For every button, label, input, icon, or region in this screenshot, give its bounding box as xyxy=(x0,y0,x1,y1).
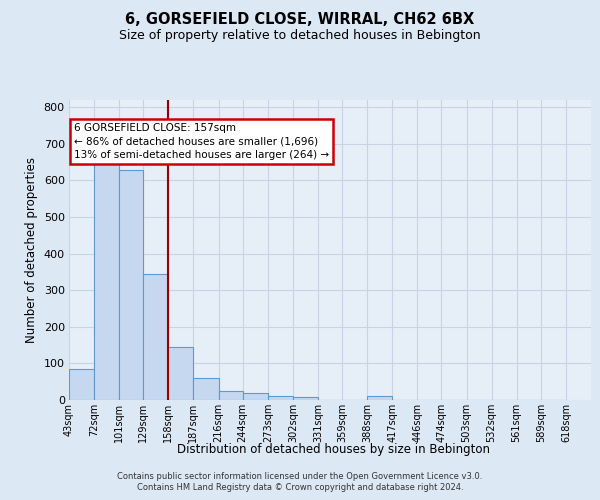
Bar xyxy=(143,274,169,400)
Text: Distribution of detached houses by size in Bebington: Distribution of detached houses by size … xyxy=(176,442,490,456)
Bar xyxy=(119,170,143,400)
Bar xyxy=(169,347,193,400)
Bar xyxy=(268,396,293,400)
Bar xyxy=(69,369,94,400)
Bar xyxy=(218,391,243,400)
Text: Size of property relative to detached houses in Bebington: Size of property relative to detached ho… xyxy=(119,29,481,42)
Bar xyxy=(193,378,218,400)
Text: Contains public sector information licensed under the Open Government Licence v3: Contains public sector information licen… xyxy=(118,472,482,481)
Bar xyxy=(293,397,318,400)
Bar xyxy=(243,392,268,400)
Text: 6 GORSEFIELD CLOSE: 157sqm
← 86% of detached houses are smaller (1,696)
13% of s: 6 GORSEFIELD CLOSE: 157sqm ← 86% of deta… xyxy=(74,124,329,160)
Bar xyxy=(367,396,392,400)
Text: 6, GORSEFIELD CLOSE, WIRRAL, CH62 6BX: 6, GORSEFIELD CLOSE, WIRRAL, CH62 6BX xyxy=(125,12,475,28)
Text: Contains HM Land Registry data © Crown copyright and database right 2024.: Contains HM Land Registry data © Crown c… xyxy=(137,483,463,492)
Y-axis label: Number of detached properties: Number of detached properties xyxy=(25,157,38,343)
Bar xyxy=(94,158,119,400)
